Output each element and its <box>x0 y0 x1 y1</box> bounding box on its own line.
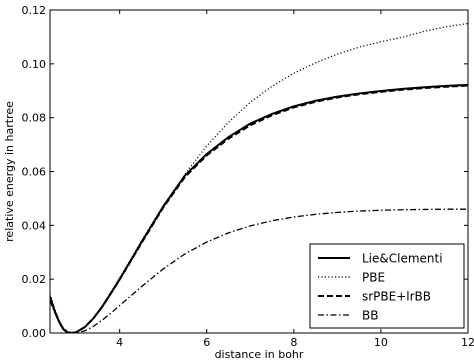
y-axis-label: relative energy in hartree <box>3 101 16 242</box>
legend-label: srPBE+lrBB <box>362 290 431 304</box>
y-tick-label: 0.04 <box>22 219 47 232</box>
legend-label: BB <box>362 309 378 323</box>
y-tick-label: 0.10 <box>22 58 47 71</box>
x-tick-label: 4 <box>116 336 123 349</box>
x-axis-label: distance in bohr <box>215 348 304 360</box>
y-tick-label: 0.00 <box>22 327 47 340</box>
x-tick-label: 6 <box>203 336 210 349</box>
legend-label: Lie&Clementi <box>362 252 443 266</box>
legend-label: PBE <box>362 271 385 285</box>
x-tick-label: 12 <box>461 336 474 349</box>
y-tick-label: 0.12 <box>22 4 47 17</box>
y-tick-label: 0.06 <box>22 166 47 179</box>
x-tick-label: 10 <box>374 336 388 349</box>
legend: Lie&Clementi PBE srPBE+lrBB BB <box>310 244 464 328</box>
y-tick-label: 0.08 <box>22 112 47 125</box>
y-tick-label: 0.02 <box>22 273 47 286</box>
